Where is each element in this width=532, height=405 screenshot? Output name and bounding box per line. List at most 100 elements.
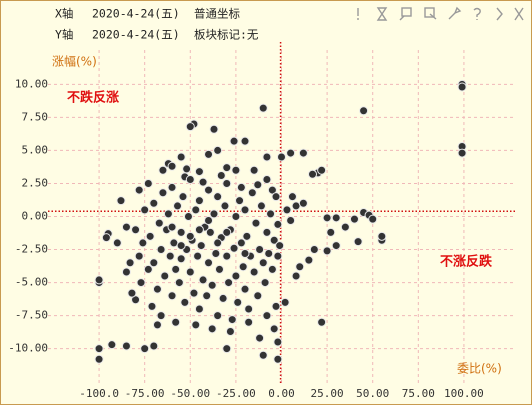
point: [277, 152, 286, 162]
point: [317, 317, 327, 327]
point: [198, 275, 208, 285]
next-button[interactable]: [496, 7, 503, 21]
y-axis-mode: 板块标记:无: [194, 28, 259, 42]
point: [273, 354, 283, 364]
point: [271, 192, 281, 202]
point: [251, 218, 261, 228]
point: [331, 213, 341, 223]
point: [317, 165, 327, 175]
point: [205, 227, 215, 237]
point: [236, 182, 246, 192]
y-tick-label: -10.00: [8, 342, 48, 355]
point: [266, 209, 276, 219]
point: [202, 291, 212, 301]
point: [213, 311, 223, 321]
point: [94, 275, 104, 285]
point: [213, 238, 223, 248]
point: [258, 258, 268, 268]
point: [224, 278, 234, 288]
point: [152, 284, 162, 294]
point: [340, 222, 350, 232]
point: [233, 297, 243, 307]
annotation: 不涨反跌: [440, 254, 493, 270]
point: [264, 249, 274, 258]
point: [185, 267, 195, 277]
point: [326, 227, 336, 237]
help-button[interactable]: [473, 7, 481, 21]
point: [244, 317, 254, 327]
point: [143, 178, 153, 188]
point: [240, 136, 250, 146]
point: [152, 320, 162, 330]
point: [262, 227, 272, 237]
point: [227, 315, 237, 325]
export-button[interactable]: [424, 7, 437, 20]
close-button[interactable]: [514, 7, 524, 21]
point: [331, 241, 341, 251]
point: [167, 291, 177, 301]
point: [216, 171, 226, 181]
point: [167, 222, 177, 232]
point: [196, 241, 206, 251]
point: [249, 165, 259, 175]
y-axis-title: Y轴: [55, 28, 73, 42]
point: [353, 237, 363, 247]
point: [134, 251, 144, 261]
y-tick-label: -5.00: [15, 276, 48, 289]
point: [231, 212, 241, 221]
settings-button[interactable]: [448, 6, 462, 20]
point: [273, 251, 283, 261]
point: [204, 215, 214, 225]
point: [182, 164, 192, 174]
point: [140, 205, 150, 215]
point: [220, 201, 230, 211]
point: [149, 341, 159, 351]
point: [127, 288, 137, 298]
point: [273, 337, 283, 347]
point: [260, 278, 270, 288]
timer-button[interactable]: [376, 7, 388, 21]
point: [256, 201, 266, 211]
x-axis-mode: 普通坐标: [194, 7, 240, 21]
point: [204, 149, 214, 159]
point: [349, 214, 359, 224]
point: [160, 271, 170, 281]
point: [136, 278, 146, 288]
point: [185, 175, 195, 184]
point: [368, 214, 378, 224]
point: [244, 304, 254, 314]
point: [194, 196, 204, 206]
point: [209, 124, 219, 134]
plot-area: [48, 42, 515, 383]
point: [242, 231, 252, 241]
x-tick-label: -100.0: [79, 387, 119, 400]
point: [94, 354, 104, 364]
point: [275, 241, 285, 251]
point: [231, 165, 241, 175]
point: [145, 231, 155, 241]
point: [149, 198, 159, 208]
zoom-button[interactable]: [399, 7, 412, 21]
point: [171, 317, 181, 327]
point: [178, 192, 188, 202]
y-tick-label: 7.50: [22, 110, 49, 123]
y-tick-label: -2.50: [15, 243, 48, 256]
point: [121, 222, 131, 232]
point: [291, 271, 301, 281]
point: [163, 209, 173, 219]
point: [322, 213, 332, 223]
point: [156, 311, 166, 321]
point: [185, 122, 195, 132]
point: [222, 178, 232, 188]
point: [249, 267, 259, 277]
annotation: 不跌反涨: [67, 90, 119, 106]
point: [194, 167, 204, 177]
y-tick-label: 2.50: [22, 176, 49, 189]
point: [273, 219, 283, 229]
point: [262, 152, 272, 162]
point: [213, 145, 223, 155]
y-axis-label: 涨幅(%): [52, 54, 97, 69]
point: [258, 350, 268, 360]
point: [207, 324, 217, 334]
point: [140, 344, 150, 354]
